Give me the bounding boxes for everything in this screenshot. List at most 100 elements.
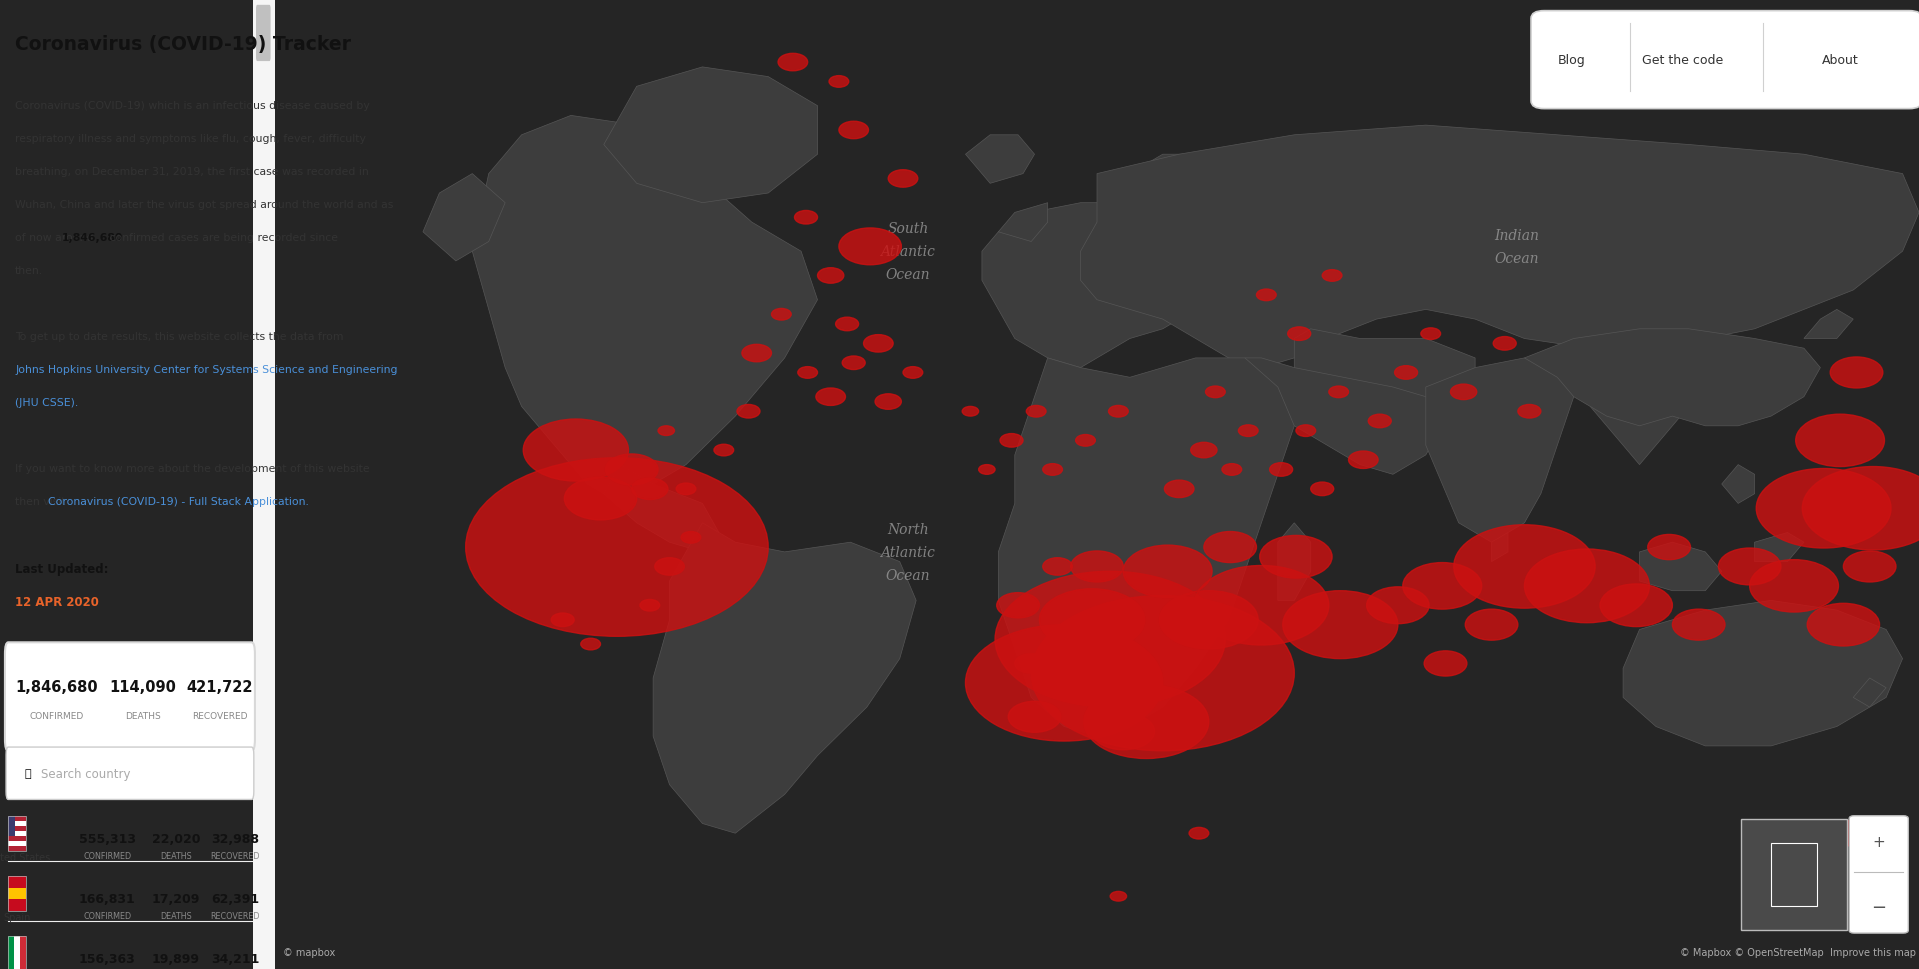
Circle shape xyxy=(1205,387,1224,398)
Circle shape xyxy=(904,367,923,379)
Circle shape xyxy=(581,639,601,650)
Text: confirmed cases are being recorded since: confirmed cases are being recorded since xyxy=(106,233,338,242)
Circle shape xyxy=(864,335,892,353)
Circle shape xyxy=(1328,387,1349,398)
Text: Coronavirus (COVID-19) which is an infectious disease caused by: Coronavirus (COVID-19) which is an infec… xyxy=(15,101,370,110)
Text: then visit: then visit xyxy=(15,496,69,506)
Circle shape xyxy=(816,389,846,406)
Circle shape xyxy=(1042,558,1073,576)
FancyBboxPatch shape xyxy=(1850,816,1907,933)
Polygon shape xyxy=(1854,678,1886,707)
Circle shape xyxy=(737,405,760,419)
Circle shape xyxy=(996,593,1040,618)
Text: 166,831: 166,831 xyxy=(79,891,136,905)
Circle shape xyxy=(1311,483,1334,496)
FancyBboxPatch shape xyxy=(13,936,21,969)
Circle shape xyxy=(1600,584,1671,627)
Circle shape xyxy=(1518,405,1541,419)
Text: Johns Hopkins University Center for Systems Science and Engineering: Johns Hopkins University Center for Syst… xyxy=(15,364,397,374)
Circle shape xyxy=(1451,385,1478,400)
Circle shape xyxy=(714,445,733,456)
Polygon shape xyxy=(1591,339,1706,465)
Polygon shape xyxy=(652,523,915,833)
Circle shape xyxy=(1349,452,1378,469)
Polygon shape xyxy=(1080,126,1919,368)
Circle shape xyxy=(675,484,697,495)
Polygon shape xyxy=(1524,329,1821,426)
Text: Search country: Search country xyxy=(40,766,130,780)
Text: CONFIRMED: CONFIRMED xyxy=(83,852,130,860)
Text: Indian
Ocean: Indian Ocean xyxy=(1493,229,1539,266)
Text: DEATHS: DEATHS xyxy=(125,711,161,720)
Circle shape xyxy=(681,532,700,544)
Text: CONFIRMED: CONFIRMED xyxy=(83,912,130,921)
Circle shape xyxy=(817,268,844,284)
Circle shape xyxy=(961,407,979,417)
FancyBboxPatch shape xyxy=(8,846,27,851)
Polygon shape xyxy=(998,359,1293,736)
Text: +: + xyxy=(1873,834,1884,850)
Circle shape xyxy=(1802,467,1919,550)
Circle shape xyxy=(1031,596,1293,751)
Circle shape xyxy=(524,420,628,482)
Circle shape xyxy=(842,357,865,370)
FancyBboxPatch shape xyxy=(8,876,27,888)
Circle shape xyxy=(839,229,902,266)
Polygon shape xyxy=(1491,533,1508,562)
Text: DEATHS: DEATHS xyxy=(159,852,192,860)
FancyBboxPatch shape xyxy=(8,826,27,831)
Circle shape xyxy=(777,54,808,72)
Circle shape xyxy=(1424,651,1466,676)
Text: Last Updated:: Last Updated: xyxy=(15,562,109,575)
Circle shape xyxy=(1077,435,1096,447)
FancyBboxPatch shape xyxy=(8,816,15,836)
Circle shape xyxy=(979,465,996,475)
Text: RECOVERED: RECOVERED xyxy=(211,852,259,860)
Circle shape xyxy=(1796,415,1884,467)
Circle shape xyxy=(1750,560,1838,612)
Text: 🔍: 🔍 xyxy=(25,768,31,778)
FancyBboxPatch shape xyxy=(8,841,27,846)
Circle shape xyxy=(1829,821,1871,846)
Circle shape xyxy=(658,426,674,436)
Circle shape xyxy=(1282,591,1397,659)
Text: 17,209: 17,209 xyxy=(152,891,200,905)
Circle shape xyxy=(1322,270,1341,282)
Text: 32,988: 32,988 xyxy=(211,831,259,845)
Circle shape xyxy=(1671,610,1725,641)
Circle shape xyxy=(1288,328,1311,341)
Polygon shape xyxy=(604,465,720,552)
Polygon shape xyxy=(1754,533,1804,562)
Circle shape xyxy=(1524,549,1650,623)
Text: breathing, on December 31, 2019, the first case was recorded in: breathing, on December 31, 2019, the fir… xyxy=(15,167,368,176)
Circle shape xyxy=(771,309,791,321)
FancyBboxPatch shape xyxy=(8,831,27,836)
Text: United States: United States xyxy=(0,852,50,861)
Circle shape xyxy=(996,572,1224,707)
Polygon shape xyxy=(1721,465,1754,504)
Polygon shape xyxy=(1278,523,1311,601)
Text: DEATHS: DEATHS xyxy=(159,912,192,921)
FancyBboxPatch shape xyxy=(8,816,27,821)
Circle shape xyxy=(875,394,902,410)
Circle shape xyxy=(1257,290,1276,301)
Circle shape xyxy=(1718,548,1781,585)
FancyBboxPatch shape xyxy=(8,821,27,826)
Circle shape xyxy=(1071,551,1123,582)
Text: respiratory illness and symptoms like flu, cough, fever, difficulty: respiratory illness and symptoms like fl… xyxy=(15,134,367,143)
Circle shape xyxy=(965,625,1163,741)
Circle shape xyxy=(839,122,869,140)
Circle shape xyxy=(829,77,848,88)
Text: © mapbox: © mapbox xyxy=(284,948,336,957)
Circle shape xyxy=(1808,604,1879,646)
Text: −: − xyxy=(1871,898,1886,916)
Polygon shape xyxy=(1130,155,1261,242)
Circle shape xyxy=(1000,434,1023,448)
FancyBboxPatch shape xyxy=(8,836,27,841)
Text: 156,363: 156,363 xyxy=(79,952,136,965)
Circle shape xyxy=(798,367,817,379)
Circle shape xyxy=(1203,532,1257,563)
Circle shape xyxy=(1190,828,1209,839)
Circle shape xyxy=(1159,591,1259,649)
FancyBboxPatch shape xyxy=(1531,12,1919,109)
